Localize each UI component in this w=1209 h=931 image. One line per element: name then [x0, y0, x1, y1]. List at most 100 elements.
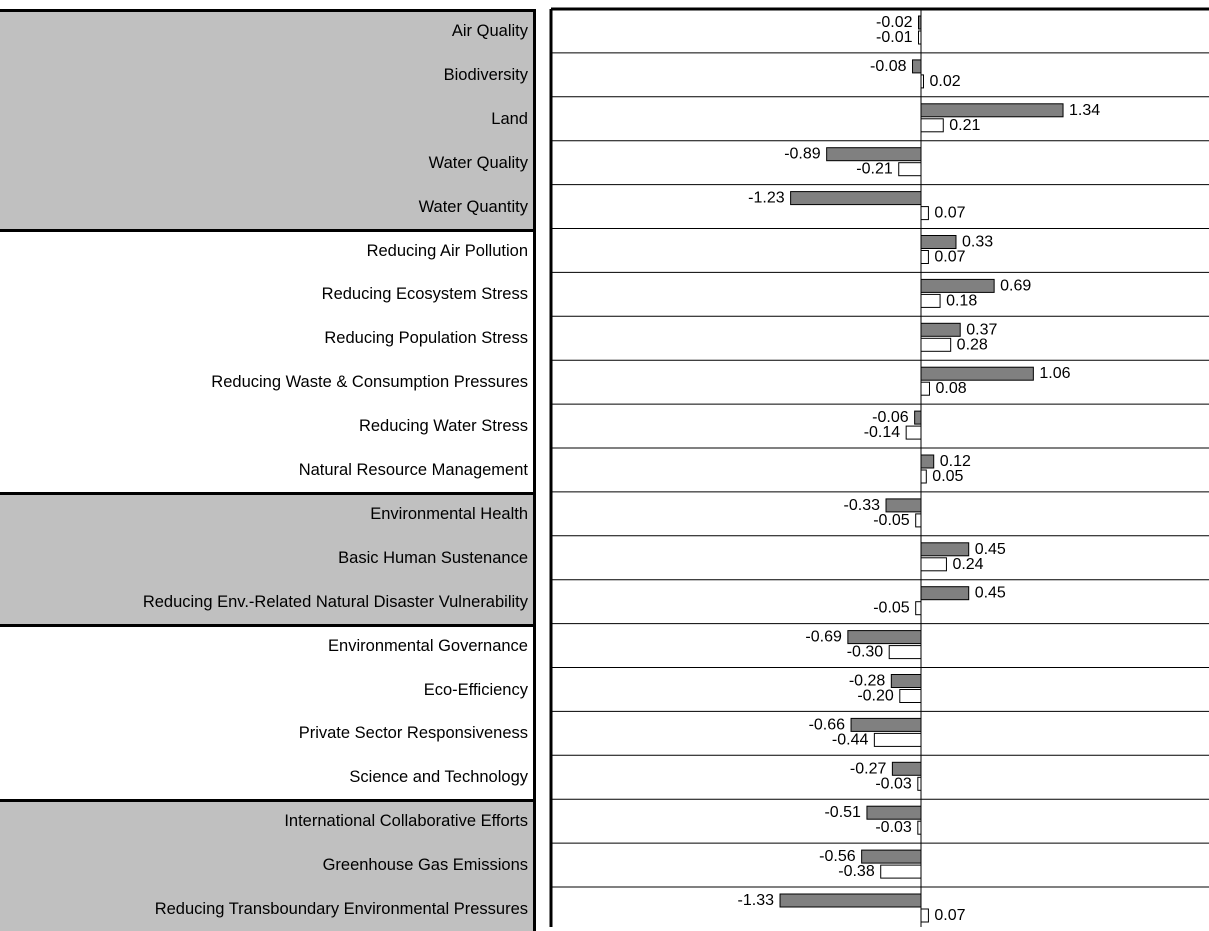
data-label: -0.38: [838, 863, 875, 880]
category-label: Reducing Ecosystem Stress: [321, 285, 528, 304]
data-label: -0.03: [875, 775, 912, 792]
bar-series-2: [920, 118, 944, 133]
data-label: -0.28: [849, 673, 886, 690]
category-label: Reducing Env.-Related Natural Disaster V…: [142, 592, 528, 611]
data-label: 0.69: [1000, 277, 1031, 294]
data-label: -0.14: [864, 424, 901, 441]
bar-series-2: [898, 162, 922, 177]
bar-series-1: [866, 805, 922, 820]
category-group-5: [0, 799, 536, 931]
bar-series-1: [920, 366, 1034, 381]
data-label: 0.18: [946, 292, 977, 309]
category-label: Biodiversity: [443, 65, 528, 84]
data-label: 0.07: [934, 249, 965, 266]
bar-series-1: [920, 586, 970, 601]
bar-series-2: [920, 908, 929, 923]
data-label: -0.01: [876, 29, 913, 46]
data-label: -0.20: [857, 688, 894, 705]
data-label: -1.33: [738, 892, 775, 909]
data-label: -0.08: [870, 58, 907, 75]
data-label: 0.33: [962, 234, 993, 251]
category-label: Greenhouse Gas Emissions: [322, 856, 528, 875]
data-label: -0.05: [873, 600, 910, 617]
data-label: -0.33: [844, 497, 881, 514]
bar-series-1: [885, 498, 922, 513]
data-label: -0.56: [819, 848, 856, 865]
category-label: Land: [491, 109, 528, 128]
category-label: Reducing Transboundary Environmental Pre…: [154, 900, 528, 918]
data-label: 0.45: [975, 541, 1006, 558]
bar-series-2: [873, 732, 922, 747]
bar-series-2: [920, 206, 929, 221]
category-label: Private Sector Responsiveness: [298, 724, 528, 743]
data-label: -0.51: [824, 804, 861, 821]
bar-series-2: [905, 425, 922, 440]
data-label: 0.45: [975, 585, 1006, 602]
data-label: 0.08: [935, 380, 966, 397]
bar-series-1: [920, 542, 970, 557]
data-label: -0.05: [873, 512, 910, 529]
category-group-4: [0, 623, 536, 800]
category-label: Eco-Efficiency: [423, 680, 528, 699]
data-label: 0.24: [952, 556, 983, 573]
bar-series-2: [920, 469, 927, 484]
category-label: Reducing Waste & Consumption Pressures: [211, 373, 528, 392]
bar-series-2: [920, 293, 941, 308]
bar-series-2: [920, 557, 947, 572]
data-label: -0.21: [856, 161, 893, 178]
data-label: -0.66: [809, 716, 846, 733]
bar-series-1: [920, 454, 935, 469]
category-label: Air Quality: [451, 22, 528, 40]
bar-series-1: [920, 235, 957, 249]
data-label: -0.03: [875, 819, 912, 836]
bar-series-1: [847, 630, 922, 645]
category-label: Water Quantity: [418, 197, 528, 216]
data-label: -1.23: [748, 190, 785, 207]
data-label: -0.69: [805, 629, 842, 646]
data-label: 0.21: [949, 117, 980, 134]
category-label: Science and Technology: [349, 768, 528, 787]
bar-series-2: [920, 337, 952, 352]
bar-series-1: [891, 761, 922, 776]
category-label: Environmental Health: [370, 504, 528, 523]
bar-series-2: [915, 601, 922, 616]
data-label: 1.06: [1039, 365, 1070, 382]
bar-series-1: [920, 103, 1064, 118]
data-label: 0.05: [932, 468, 963, 485]
bar-series-1: [850, 717, 922, 732]
bar-series-2: [880, 864, 922, 879]
category-group-1: [0, 9, 536, 229]
data-label: -0.89: [784, 146, 821, 163]
data-label: 0.37: [966, 321, 997, 338]
data-label: -0.30: [847, 644, 884, 661]
bar-series-2: [899, 689, 922, 703]
category-label: Basic Human Sustenance: [338, 548, 528, 567]
category-group-2: [0, 228, 536, 492]
data-label: 0.12: [940, 453, 971, 470]
category-label: Reducing Water Stress: [358, 417, 528, 436]
bar-series-1: [790, 191, 922, 206]
data-label: 0.07: [934, 205, 965, 222]
category-label-panel: Air Quality Biodiversity Land Water Quality…: [0, 9, 536, 931]
bar-series-1: [912, 59, 922, 74]
data-label: 1.34: [1069, 102, 1100, 119]
bar-series-2: [915, 513, 922, 528]
category-label: Environmental Governance: [328, 636, 528, 655]
bar-series-2: [920, 250, 929, 264]
category-label: Natural Resource Management: [298, 461, 528, 479]
bar-series-2: [920, 381, 930, 396]
bar-series-1: [779, 893, 922, 908]
bar-series-1: [826, 147, 922, 162]
data-label: 0.07: [934, 907, 965, 924]
category-label: Water Quality: [428, 153, 528, 172]
bar-series-1: [861, 849, 922, 864]
data-label: -0.06: [872, 409, 909, 426]
bar-series-1: [890, 674, 922, 688]
data-label: -0.02: [876, 14, 913, 31]
data-label: 0.02: [930, 73, 961, 90]
bar-series-2: [888, 645, 922, 660]
category-label: Reducing Air Pollution: [366, 241, 528, 260]
category-label: International Collaborative Efforts: [284, 812, 528, 831]
category-group-3: [0, 491, 536, 624]
